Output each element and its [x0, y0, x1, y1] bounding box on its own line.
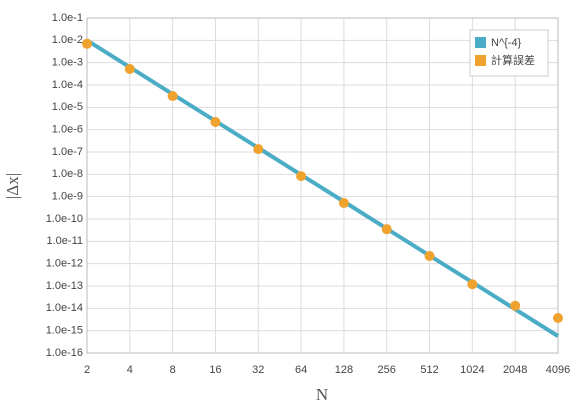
- x-tick-label: 512: [420, 364, 438, 376]
- y-axis-label: |Δx|: [3, 173, 22, 199]
- x-tick-label: 32: [252, 364, 264, 376]
- data-point: [296, 171, 307, 182]
- y-tick-label: 1.0e-8: [52, 168, 83, 180]
- x-tick-label: 256: [378, 364, 396, 376]
- y-tick-label: 1.0e-1: [52, 12, 83, 24]
- y-tick-label: 1.0e-2: [52, 34, 83, 46]
- y-tick-label: 1.0e-10: [46, 213, 83, 225]
- plot-frame: [86, 17, 559, 354]
- x-tick-label: 16: [209, 364, 221, 376]
- y-tick-label: 1.0e-14: [46, 302, 83, 314]
- x-tick-label: 4096: [546, 364, 570, 376]
- y-tick-label: 1.0e-16: [46, 347, 83, 359]
- data-point: [381, 224, 392, 235]
- y-tick-label: 1.0e-11: [47, 235, 84, 247]
- y-tick-label: 1.0e-7: [52, 146, 83, 158]
- data-point: [510, 300, 521, 311]
- data-point: [467, 279, 478, 290]
- y-tick-label: 1.0e-9: [52, 191, 83, 203]
- x-axis-label: N: [316, 385, 328, 404]
- data-point: [553, 312, 563, 323]
- data-point: [253, 144, 264, 155]
- series-line: [85, 38, 560, 338]
- data-point: [210, 117, 221, 128]
- x-tick-label: 4: [127, 364, 133, 376]
- y-tick-label: 1.0e-5: [52, 101, 83, 113]
- y-tick-label: 1.0e-4: [52, 79, 83, 91]
- y-tick-label: 1.0e-12: [46, 258, 83, 270]
- x-tick-label: 8: [170, 364, 176, 376]
- data-point: [124, 64, 135, 75]
- legend-label: 計算誤差: [491, 53, 535, 67]
- x-tick-label: 128: [335, 364, 353, 376]
- y-tick-label: 1.0e-6: [52, 124, 83, 136]
- data-point: [424, 251, 435, 262]
- legend-label: N^{-4}: [491, 37, 522, 49]
- legend-swatch: [475, 37, 486, 48]
- x-tick-label: 2: [84, 364, 90, 376]
- data-point: [82, 38, 92, 49]
- data-point: [338, 198, 349, 209]
- x-tick-label: 64: [295, 364, 307, 376]
- y-tick-label: 1.0e-3: [52, 57, 83, 69]
- y-tick-label: 1.0e-15: [46, 325, 83, 337]
- x-tick-label: 2048: [503, 364, 527, 376]
- x-tick-label: 1024: [460, 364, 484, 376]
- legend-swatch: [475, 55, 486, 66]
- y-tick-label: 1.0e-13: [46, 280, 83, 292]
- data-point: [167, 91, 178, 102]
